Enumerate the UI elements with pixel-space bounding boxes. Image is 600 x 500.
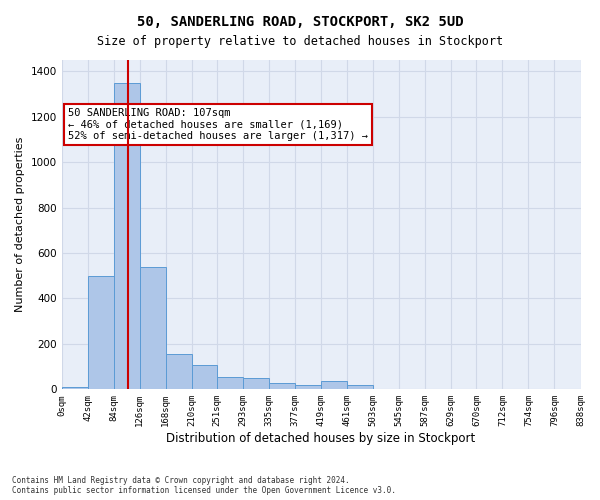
Bar xyxy=(166,354,191,390)
X-axis label: Distribution of detached houses by size in Stockport: Distribution of detached houses by size … xyxy=(166,432,476,445)
Bar xyxy=(295,385,321,390)
Bar xyxy=(217,377,243,390)
Text: 50 SANDERLING ROAD: 107sqm
← 46% of detached houses are smaller (1,169)
52% of s: 50 SANDERLING ROAD: 107sqm ← 46% of deta… xyxy=(68,108,368,141)
Bar xyxy=(347,385,373,390)
Text: Size of property relative to detached houses in Stockport: Size of property relative to detached ho… xyxy=(97,35,503,48)
Text: Contains HM Land Registry data © Crown copyright and database right 2024.
Contai: Contains HM Land Registry data © Crown c… xyxy=(12,476,396,495)
Y-axis label: Number of detached properties: Number of detached properties xyxy=(15,137,25,312)
Bar xyxy=(88,276,113,390)
Text: 50, SANDERLING ROAD, STOCKPORT, SK2 5UD: 50, SANDERLING ROAD, STOCKPORT, SK2 5UD xyxy=(137,15,463,29)
Bar xyxy=(140,266,166,390)
Bar xyxy=(191,366,217,390)
Bar xyxy=(269,382,295,390)
Bar xyxy=(62,387,88,390)
Bar xyxy=(113,82,140,390)
Bar xyxy=(321,382,347,390)
Bar xyxy=(243,378,269,390)
